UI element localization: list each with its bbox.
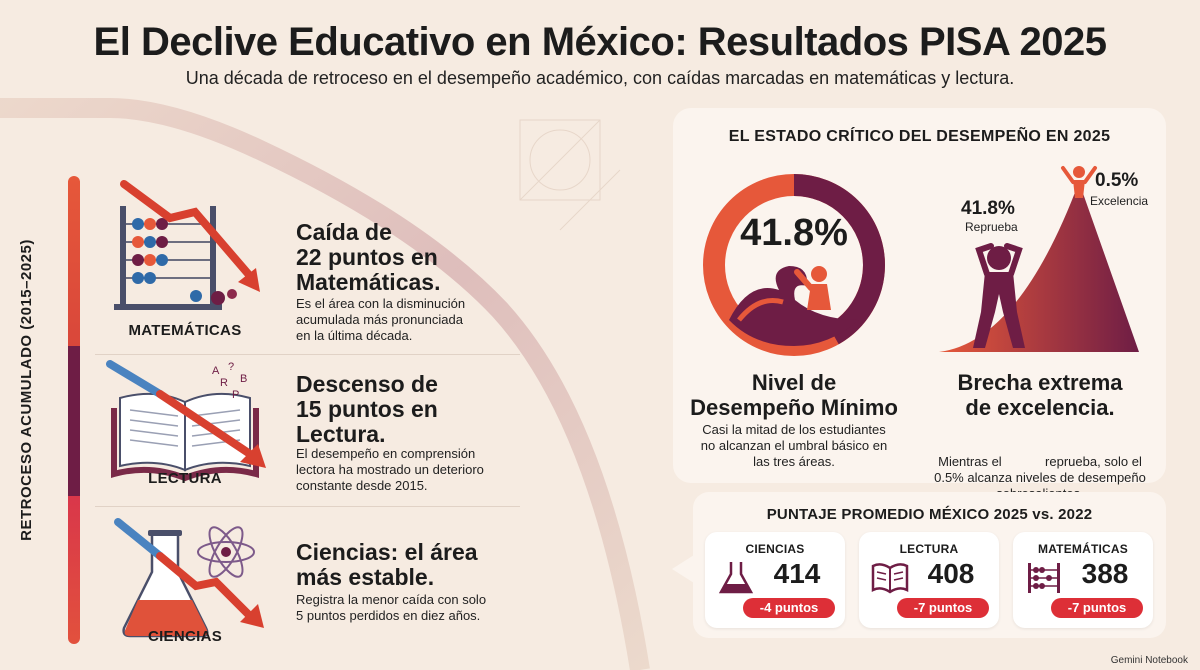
book-decline-icon: A ?R BP <box>106 360 266 482</box>
score-delta-badge: -7 puntos <box>1051 598 1143 618</box>
subject-row-lectura: A? R B P LECTURA Descenso de 15 puntos en Lec… <box>100 358 530 498</box>
score-card-ciencias: CIENCIAS 414 -4 puntos <box>705 532 845 628</box>
fail-value: 41.8% <box>961 198 1015 219</box>
panel-title: EL ESTADO CRÍTICO DEL DESEMPEÑO EN 2025 <box>728 128 1111 145</box>
subject-description: Es el área con la disminución acumulada m… <box>296 296 466 343</box>
score-label: CIENCIAS <box>745 542 805 556</box>
score-value: 388 <box>1081 558 1129 589</box>
subject-headline: Descenso de 15 puntos en Lectura. <box>296 371 438 447</box>
excellence-value: 0.5% <box>1095 170 1139 191</box>
callout-tail <box>672 555 694 583</box>
book-icon <box>871 563 909 594</box>
score-card-matematicas: MATEMÁTICAS 388 -7 puntos <box>1013 532 1153 628</box>
score-label: LECTURA <box>899 542 959 556</box>
subject-description: El desempeño en comprensión lectora ha mo… <box>296 446 484 493</box>
flask-decline-icon <box>114 518 264 638</box>
score-delta-badge: -7 puntos <box>897 598 989 618</box>
abacus-icon <box>1028 563 1060 593</box>
fail-label: Reprueba <box>965 220 1018 234</box>
subject-label: CIENCIAS <box>147 628 223 645</box>
donut-fail-arc <box>703 174 885 356</box>
excellence-label: Excelencia <box>1090 194 1149 208</box>
flask-icon <box>718 562 754 594</box>
critical-status-panel: EL ESTADO CRÍTICO DEL DESEMPEÑO EN 2025 … <box>673 108 1166 501</box>
page-title: El Declive Educativo en México: Resultad… <box>93 20 1107 64</box>
svg-text:P: P <box>232 389 239 401</box>
scores-title: PUNTAJE PROMEDIO MÉXICO 2025 vs. 2022 <box>766 506 1093 523</box>
score-value: 414 <box>773 558 821 589</box>
left-headline: Nivel de Desempeño Mínimo <box>690 370 898 420</box>
subject-description: Registra la menor caída con solo 5 puntos… <box>296 592 487 623</box>
subject-headline: Caída de 22 puntos en Matemáticas. <box>296 219 441 295</box>
distressed-person-icon <box>973 243 1025 348</box>
right-headline: Brecha extrema de excelencia. <box>957 370 1123 420</box>
wave-person-icon <box>729 266 859 346</box>
donut-value: 41.8% <box>740 212 848 254</box>
abacus-decline-icon <box>114 180 260 310</box>
svg-text:?: ? <box>228 361 234 373</box>
divider <box>95 354 520 355</box>
subject-headline: Ciencias: el área más estable. <box>296 539 478 590</box>
subject-row-matematicas: MATEMÁTICAS Caída de 22 puntos en Matemáti… <box>100 176 530 348</box>
subject-label: LECTURA <box>148 470 222 487</box>
divider <box>95 506 520 507</box>
donut-chart <box>703 174 885 356</box>
score-value: 408 <box>927 558 975 589</box>
celebrating-person-icon <box>1061 166 1097 198</box>
left-description: Casi la mitad de los estudiantes no alcan… <box>700 422 888 469</box>
excellence-gap-illustration <box>939 166 1139 352</box>
subject-row-ciencias: CIENCIAS Ciencias: el área más estable. R… <box>100 512 530 652</box>
page-subtitle: Una década de retroceso en el desempeño … <box>185 68 1015 88</box>
regression-bar <box>68 176 80 644</box>
footer-credit: Gemini Notebook <box>1110 655 1188 666</box>
svg-text:B: B <box>240 373 247 385</box>
svg-text:A: A <box>212 365 220 377</box>
score-delta-badge: -4 puntos <box>743 598 835 618</box>
subject-label: MATEMÁTICAS <box>128 322 242 339</box>
scores-panel: PUNTAJE PROMEDIO MÉXICO 2025 vs. 2022 CI… <box>693 492 1166 638</box>
score-label: MATEMÁTICAS <box>1038 542 1128 556</box>
score-card-lectura: LECTURA 408 -7 puntos <box>859 532 999 628</box>
svg-text:R: R <box>220 377 228 389</box>
